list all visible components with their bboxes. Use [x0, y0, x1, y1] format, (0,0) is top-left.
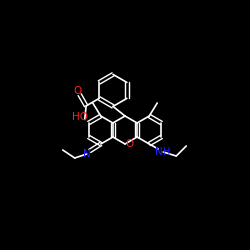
- Text: HO: HO: [72, 112, 88, 122]
- Text: O: O: [126, 139, 134, 149]
- Text: N: N: [83, 149, 91, 159]
- Text: NH: NH: [156, 147, 171, 157]
- Text: O: O: [74, 86, 82, 96]
